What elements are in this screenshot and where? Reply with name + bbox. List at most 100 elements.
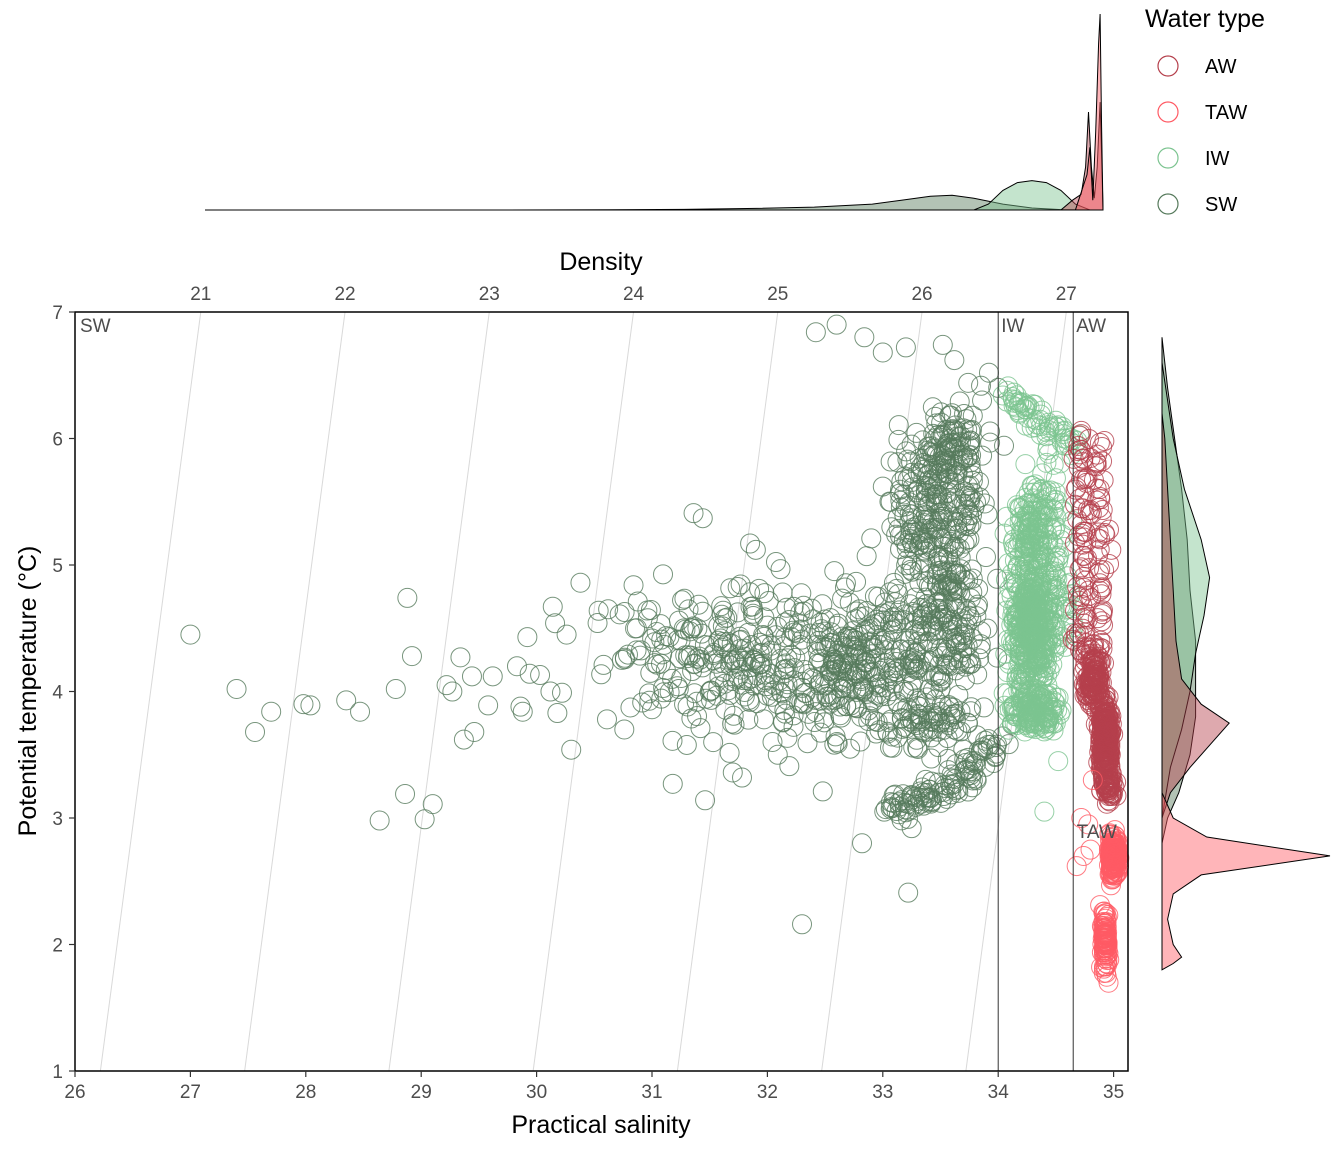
data-point [812, 594, 833, 615]
density-tick-label: 23 [479, 284, 500, 305]
series-iw [992, 376, 1090, 822]
data-point [478, 695, 499, 716]
data-point [907, 790, 928, 811]
data-point [923, 438, 944, 459]
data-point [461, 666, 482, 687]
data-point [916, 687, 937, 708]
data-point [928, 592, 949, 613]
data-point [1009, 546, 1030, 567]
data-point [561, 739, 582, 760]
data-point [450, 647, 471, 668]
data-point [180, 624, 201, 645]
data-point [1068, 435, 1089, 456]
data-point [676, 734, 697, 755]
data-point [739, 691, 760, 712]
data-point [810, 722, 831, 743]
data-point [844, 666, 865, 687]
data-point [887, 507, 908, 528]
data-point [699, 681, 720, 702]
data-point [813, 708, 834, 729]
data-point [985, 747, 1006, 768]
legend-label-taw: TAW [1205, 102, 1247, 124]
data-point [918, 470, 939, 491]
data-point [614, 719, 635, 740]
data-point [947, 462, 968, 483]
data-point [948, 616, 969, 637]
data-point [464, 721, 485, 742]
data-point [959, 475, 980, 496]
data-point [903, 655, 924, 676]
density-tick-label: 25 [767, 284, 788, 305]
data-point [669, 648, 690, 669]
data-point [776, 597, 797, 618]
legend-label-aw: AW [1205, 56, 1237, 78]
data-point [947, 511, 968, 532]
data-point [1015, 454, 1036, 475]
data-point [783, 705, 804, 726]
data-point [1048, 550, 1069, 571]
data-point [1026, 478, 1047, 499]
data-point [900, 524, 921, 545]
data-point [919, 678, 940, 699]
data-point [1071, 420, 1092, 441]
data-point [940, 405, 961, 426]
data-point [1040, 480, 1061, 501]
series-aw [1062, 420, 1127, 814]
density-area-right-taw [1161, 792, 1331, 971]
data-point [1089, 666, 1110, 687]
x-tick-label: 33 [872, 1082, 893, 1103]
data-point [832, 657, 853, 678]
data-point [957, 511, 978, 532]
data-point [637, 600, 658, 621]
data-point [916, 594, 937, 615]
data-point [655, 659, 676, 680]
data-point [894, 484, 915, 505]
data-point [1006, 573, 1027, 594]
data-point [720, 578, 741, 599]
data-point [1086, 456, 1107, 477]
data-point [1018, 580, 1039, 601]
legend-key-iw [1157, 147, 1179, 169]
data-point [1019, 607, 1040, 628]
data-point [922, 680, 943, 701]
data-point [587, 613, 608, 634]
data-point [939, 437, 960, 458]
data-point [884, 606, 905, 627]
data-point [711, 596, 732, 617]
data-point [868, 635, 889, 656]
data-point [1096, 962, 1117, 983]
data-point [436, 675, 457, 696]
data-point [890, 490, 911, 511]
data-point [611, 649, 632, 670]
data-point [690, 649, 711, 670]
data-point [1090, 630, 1111, 651]
data-point [864, 586, 885, 607]
isopycnal-line [676, 311, 779, 1072]
data-point [961, 445, 982, 466]
data-point [1092, 604, 1113, 625]
x-tick-label: 28 [295, 1082, 316, 1103]
data-point [937, 598, 958, 619]
data-point [870, 660, 891, 681]
data-point [675, 645, 696, 666]
data-point [1049, 704, 1070, 725]
data-point [820, 672, 841, 693]
density-axis-title: Density [559, 248, 643, 276]
data-point [1092, 451, 1113, 472]
data-point [894, 610, 915, 631]
data-point [925, 609, 946, 630]
data-point [667, 676, 688, 697]
data-point [779, 756, 800, 777]
data-point [891, 639, 912, 660]
data-point [798, 703, 819, 724]
data-point [1010, 497, 1031, 518]
data-point [683, 616, 704, 637]
data-point [887, 727, 908, 748]
data-point [762, 731, 783, 752]
data-point [858, 659, 879, 680]
data-point [653, 564, 674, 585]
data-point [710, 628, 731, 649]
data-point [765, 551, 786, 572]
data-point [712, 616, 733, 637]
data-point [1035, 706, 1056, 727]
